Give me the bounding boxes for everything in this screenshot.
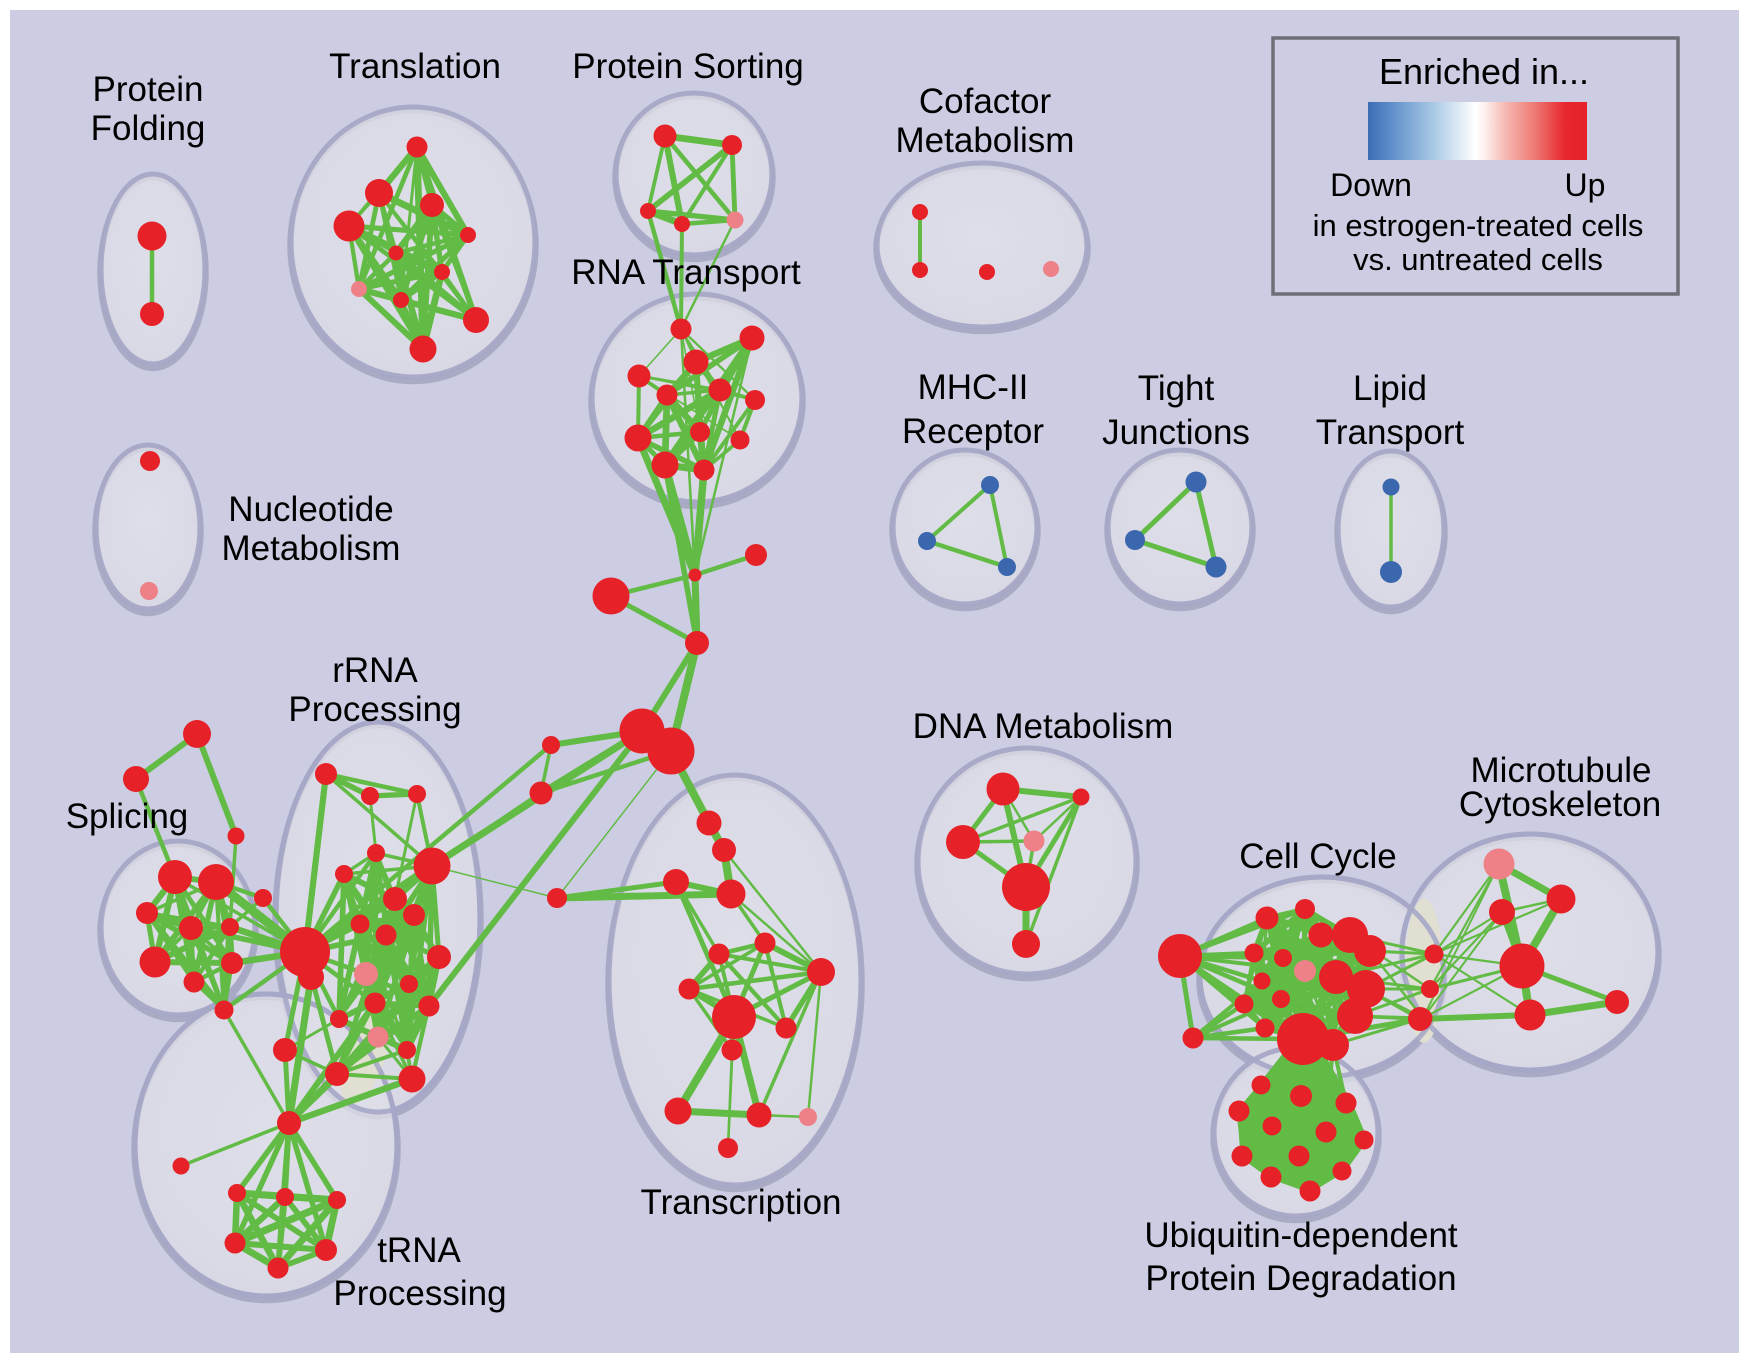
- svg-text:Protein Sorting: Protein Sorting: [572, 47, 804, 86]
- svg-text:Lipid: Lipid: [1353, 369, 1427, 408]
- svg-text:Cell Cycle: Cell Cycle: [1239, 837, 1397, 876]
- svg-text:tRNA: tRNA: [377, 1231, 461, 1270]
- svg-text:vs. untreated cells: vs. untreated cells: [1353, 242, 1603, 277]
- svg-text:Cytoskeleton: Cytoskeleton: [1459, 785, 1661, 824]
- svg-text:Up: Up: [1565, 167, 1606, 203]
- svg-text:Metabolism: Metabolism: [896, 121, 1075, 160]
- svg-text:Microtubule: Microtubule: [1471, 751, 1652, 790]
- svg-text:Enriched in...: Enriched in...: [1379, 51, 1589, 92]
- svg-text:Junctions: Junctions: [1102, 413, 1250, 452]
- svg-text:Down: Down: [1330, 167, 1412, 203]
- svg-text:MHC-II: MHC-II: [918, 368, 1029, 407]
- svg-text:RNA Transport: RNA Transport: [571, 253, 801, 292]
- svg-text:Translation: Translation: [329, 47, 501, 86]
- svg-text:Metabolism: Metabolism: [222, 529, 401, 568]
- svg-text:rRNA: rRNA: [332, 651, 418, 690]
- svg-text:in estrogen-treated cells: in estrogen-treated cells: [1313, 208, 1644, 243]
- svg-text:Receptor: Receptor: [902, 412, 1044, 451]
- svg-text:Cofactor: Cofactor: [919, 82, 1052, 121]
- svg-text:Ubiquitin-dependent: Ubiquitin-dependent: [1144, 1216, 1458, 1255]
- svg-text:Processing: Processing: [333, 1274, 506, 1313]
- svg-text:Transcription: Transcription: [641, 1183, 842, 1222]
- svg-text:Folding: Folding: [91, 109, 206, 148]
- svg-text:Protein: Protein: [93, 70, 204, 109]
- svg-text:Tight: Tight: [1138, 369, 1215, 408]
- svg-text:DNA Metabolism: DNA Metabolism: [913, 707, 1174, 746]
- svg-text:Nucleotide: Nucleotide: [228, 490, 393, 529]
- svg-text:Protein Degradation: Protein Degradation: [1145, 1259, 1456, 1298]
- svg-text:Splicing: Splicing: [66, 797, 189, 836]
- svg-text:Transport: Transport: [1316, 413, 1465, 452]
- svg-text:Processing: Processing: [288, 690, 461, 729]
